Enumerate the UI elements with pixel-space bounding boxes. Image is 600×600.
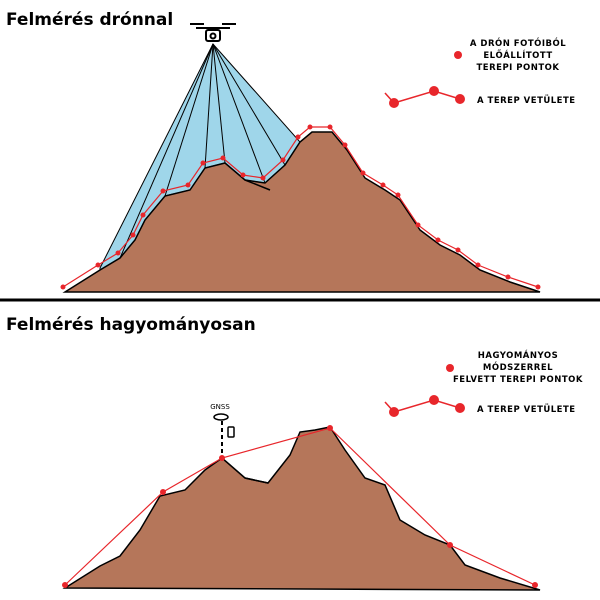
panel-title: Felmérés hagyományosan xyxy=(6,315,256,335)
terrain-point xyxy=(475,262,481,268)
camera-ray xyxy=(212,43,286,166)
terrain-point xyxy=(327,425,333,431)
terrain-point xyxy=(60,284,66,290)
camera-ray xyxy=(204,43,214,169)
terrain-point xyxy=(342,142,348,148)
terrain-point xyxy=(327,124,333,130)
terrain-projection xyxy=(64,427,536,586)
drone-icon xyxy=(190,23,236,42)
terrain-point xyxy=(360,170,366,176)
terrain-point xyxy=(415,222,421,228)
terrain-point xyxy=(532,582,538,588)
terrain-point xyxy=(95,262,101,268)
legend-label: A TEREP VETÜLETE xyxy=(477,95,576,106)
terrain-point xyxy=(435,237,441,243)
terrain-point xyxy=(185,182,191,188)
legend-line-icon xyxy=(384,395,465,417)
legend-label: TEREPI PONTOK xyxy=(477,63,560,73)
legend-label: ELŐÁLLÍTOTT xyxy=(483,49,552,61)
terrain-point xyxy=(115,250,121,256)
terrain-point xyxy=(395,192,401,198)
terrain-point xyxy=(380,182,386,188)
terrain-point xyxy=(62,582,68,588)
terrain xyxy=(62,426,541,591)
terrain-point xyxy=(130,232,136,238)
legend-label: A DRÓN FOTÓIBÓL xyxy=(470,37,566,49)
terrain-point xyxy=(219,455,225,461)
terrain-point xyxy=(447,542,453,548)
terrain-point xyxy=(455,247,461,253)
camera-ray xyxy=(119,43,214,259)
terrain-point xyxy=(240,172,246,178)
terrain-point xyxy=(160,489,166,495)
ridge-line xyxy=(244,477,269,484)
legend-line-icon xyxy=(384,86,465,108)
terrain-point xyxy=(295,134,301,140)
terrain-point xyxy=(505,274,511,280)
terrain-point xyxy=(280,157,286,163)
instrument-label: GNSS xyxy=(210,403,230,411)
terrain-point xyxy=(140,212,146,218)
panel-title: Felmérés drónnal xyxy=(6,10,173,30)
legend-dot xyxy=(446,364,454,372)
terrain xyxy=(62,131,541,293)
terrain-point xyxy=(307,124,313,130)
gnss-icon xyxy=(213,413,235,458)
ridge-line xyxy=(244,179,271,191)
legend-label: HAGYOMÁNYOS xyxy=(478,349,558,361)
camera-ray xyxy=(212,43,226,164)
legend-label: A TEREP VETÜLETE xyxy=(477,404,576,415)
camera-ray xyxy=(212,43,266,184)
legend-dot xyxy=(454,51,462,59)
camera-ray xyxy=(164,43,214,197)
terrain-point xyxy=(160,188,166,194)
legend-label: FELVETT TEREPI PONTOK xyxy=(453,375,583,385)
terrain-point xyxy=(200,160,206,166)
terrain-point xyxy=(260,175,266,181)
terrain-point xyxy=(535,284,541,290)
legend-label: MÓDSZERREL xyxy=(483,361,553,373)
terrain-point xyxy=(220,155,226,161)
